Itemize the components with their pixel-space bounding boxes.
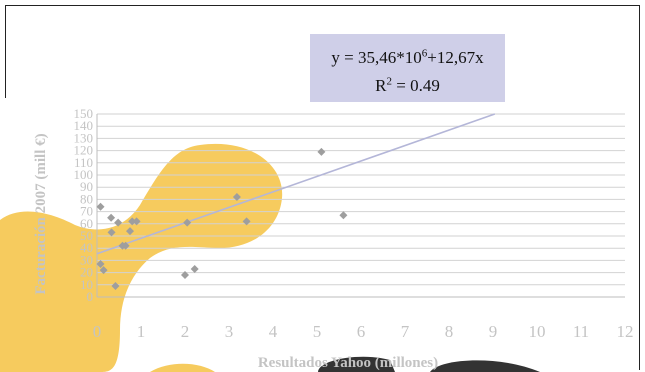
regression-equation-box: y = 35,46*106+12,67x R2 = 0.49 (310, 34, 505, 102)
r2-value: = 0.49 (392, 76, 440, 95)
data-point (99, 266, 108, 275)
r-squared: R2 = 0.49 (310, 76, 505, 96)
y-tick-label: 110 (74, 155, 93, 170)
y-tick-label: 140 (74, 118, 94, 133)
data-point (232, 192, 241, 201)
y-tick-label: 150 (74, 106, 94, 121)
axes (96, 114, 625, 298)
x-tick-label: 12 (617, 322, 634, 341)
data-point (183, 218, 192, 227)
data-point (132, 217, 141, 226)
frame-left-border (5, 5, 6, 98)
data-point (128, 217, 137, 226)
data-point (121, 241, 130, 250)
x-tick-labels: 0 1 2 3 4 5 6 7 8 9 10 11 12 (93, 322, 634, 341)
data-point (96, 260, 105, 269)
y-tick-label: 90 (80, 179, 93, 194)
x-tick-label: 3 (225, 322, 234, 341)
equation-exponent: 6 (421, 47, 428, 60)
y-tick-label: 30 (80, 252, 93, 267)
trendline (96, 113, 496, 255)
frame-right-border (639, 5, 640, 370)
x-tick-label: 5 (313, 322, 322, 341)
data-point (107, 228, 116, 237)
y-tick-label: 80 (80, 191, 93, 206)
x-tick-label: 7 (401, 322, 410, 341)
decorative-dark-shapes (318, 356, 540, 372)
data-point (242, 217, 251, 226)
x-tick-label: 4 (269, 322, 278, 341)
y-axis-label: Facturación 2007 (mill €) (33, 133, 49, 294)
y-tick-label: 70 (80, 204, 93, 219)
x-tick-label: 0 (93, 322, 102, 341)
y-tick-label: 0 (87, 289, 94, 304)
x-tick-label: 11 (573, 322, 589, 341)
y-tick-label: 130 (74, 130, 94, 145)
x-tick-label: 10 (529, 322, 546, 341)
data-point (317, 147, 326, 156)
decorative-blob (0, 143, 283, 372)
x-tick-label: 1 (137, 322, 146, 341)
y-tick-label: 100 (74, 167, 94, 182)
equation-lhs: y = 35,46*10 (331, 48, 422, 67)
y-tick-label: 40 (80, 240, 93, 255)
data-point (114, 218, 123, 227)
r2-exponent: 2 (386, 75, 393, 88)
data-point (339, 211, 348, 220)
trendline-path (96, 113, 496, 255)
data-point (107, 213, 116, 222)
y-tick-label: 50 (80, 228, 93, 243)
data-point (96, 202, 105, 211)
data-point (111, 282, 120, 291)
y-tick-label: 60 (80, 216, 93, 231)
y-tick-label: 20 (80, 265, 93, 280)
y-tick-label: 120 (74, 143, 94, 158)
frame-top-border (5, 5, 640, 6)
x-tick-label: 9 (489, 322, 498, 341)
x-tick-label: 8 (445, 322, 454, 341)
x-tick-label: 2 (181, 322, 190, 341)
regression-equation: y = 35,46*106+12,67x (310, 48, 505, 68)
x-tick-label: 6 (357, 322, 366, 341)
data-point (126, 227, 134, 236)
equation-rhs: +12,67x (427, 48, 484, 67)
data-points (96, 147, 348, 291)
r2-label: R (375, 76, 387, 95)
grid-lines (97, 113, 625, 286)
data-point (190, 264, 199, 273)
x-axis-label: Resultados Yahoo (millones) (258, 355, 438, 371)
data-point (181, 271, 189, 280)
y-tick-label: 10 (80, 277, 93, 292)
